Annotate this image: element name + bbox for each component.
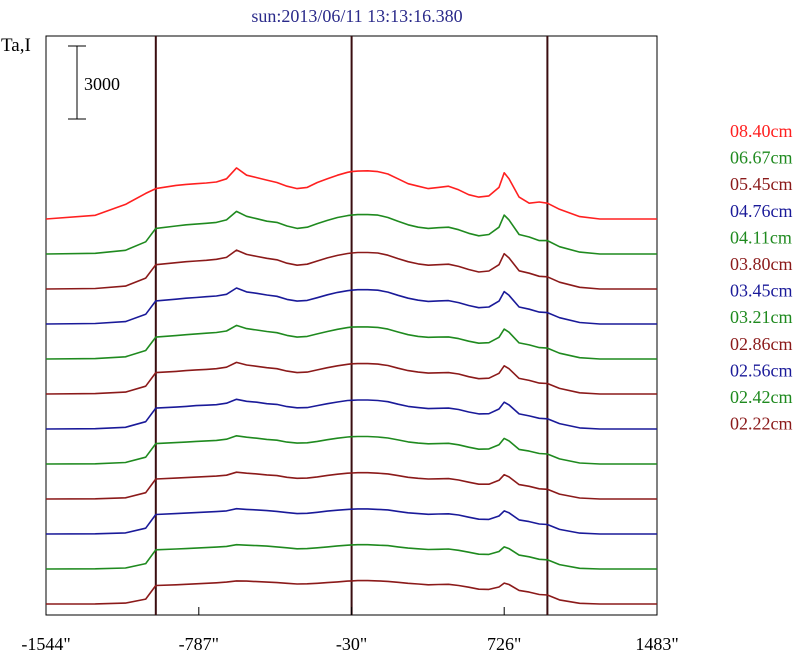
legend-entry: 03.45cm <box>730 281 793 301</box>
legend: 08.40cm 06.67cm 05.45cm 04.76cm 04.11cm 03.80… <box>730 121 793 434</box>
series-line-03.45cm <box>45 398 657 430</box>
legend-entry: 05.45cm <box>730 174 793 194</box>
legend-entry: 02.56cm <box>730 360 793 380</box>
legend-entry: 03.21cm <box>730 307 793 327</box>
x-axis-ticks: -1544" -787" -30" 726" 1483" <box>21 607 679 654</box>
x-tick-label: -30" <box>336 634 367 654</box>
series-line-03.21cm <box>45 434 657 465</box>
x-tick-label: 726" <box>487 634 521 654</box>
x-tick-label: 1483" <box>635 634 678 654</box>
x-tick-label: -787" <box>179 634 219 654</box>
series-line-08.40cm <box>45 167 657 220</box>
legend-entry: 06.67cm <box>730 148 793 168</box>
intensity-scale-bar: 3000 <box>68 45 120 120</box>
chart-title: sun:2013/06/11 13:13:16.380 <box>251 6 462 26</box>
legend-entry: 04.11cm <box>730 227 792 247</box>
series-line-06.67cm <box>45 210 657 255</box>
legend-entry: 02.42cm <box>730 387 793 407</box>
legend-entry: 02.86cm <box>730 334 793 354</box>
legend-entry: 08.40cm <box>730 121 793 141</box>
series-line-05.45cm <box>45 249 657 290</box>
legend-entry: 02.22cm <box>730 414 793 434</box>
series-line-02.56cm <box>45 507 657 535</box>
legend-entry: 04.76cm <box>730 201 793 221</box>
series-line-03.80cm <box>45 361 657 395</box>
x-tick-label: -1544" <box>21 634 70 654</box>
series-line-02.42cm <box>45 543 657 570</box>
series-line-02.86cm <box>45 471 657 500</box>
legend-entry: 03.80cm <box>730 254 793 274</box>
scale-bar-label: 3000 <box>84 74 120 94</box>
reference-lines <box>154 36 549 615</box>
series-line-04.76cm <box>45 287 657 325</box>
series-line-04.11cm <box>45 324 657 360</box>
y-axis-label: Ta,I <box>1 35 31 56</box>
series-line-02.22cm <box>45 579 657 605</box>
series-group <box>45 167 657 605</box>
